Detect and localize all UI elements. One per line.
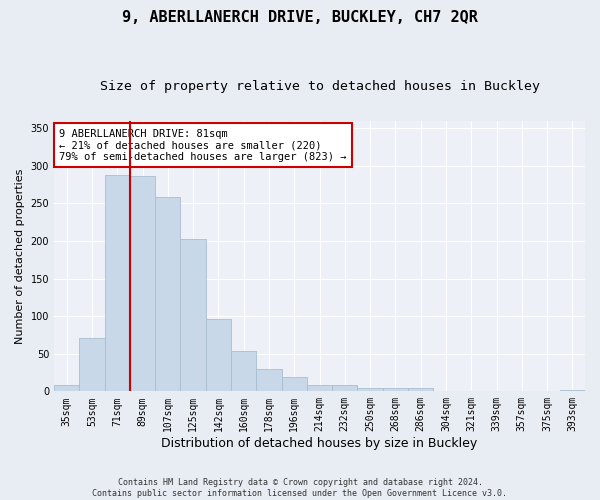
Bar — [307, 384, 332, 392]
Title: Size of property relative to detached houses in Buckley: Size of property relative to detached ho… — [100, 80, 539, 93]
Text: Contains HM Land Registry data © Crown copyright and database right 2024.
Contai: Contains HM Land Registry data © Crown c… — [92, 478, 508, 498]
Bar — [155, 196, 181, 392]
Bar — [130, 176, 155, 392]
Bar — [256, 369, 281, 392]
Y-axis label: Number of detached properties: Number of detached properties — [15, 168, 25, 344]
Bar — [358, 388, 383, 392]
Bar — [54, 384, 79, 392]
Bar — [206, 319, 231, 392]
Text: 9, ABERLLANERCH DRIVE, BUCKLEY, CH7 2QR: 9, ABERLLANERCH DRIVE, BUCKLEY, CH7 2QR — [122, 10, 478, 25]
Bar — [231, 352, 256, 392]
Bar — [104, 176, 130, 392]
Bar — [383, 388, 408, 392]
Bar — [181, 238, 206, 392]
X-axis label: Distribution of detached houses by size in Buckley: Distribution of detached houses by size … — [161, 437, 478, 450]
Bar — [408, 388, 433, 392]
Bar — [560, 390, 585, 392]
Bar — [79, 338, 104, 392]
Bar — [332, 384, 358, 392]
Bar — [281, 377, 307, 392]
Text: 9 ABERLLANERCH DRIVE: 81sqm
← 21% of detached houses are smaller (220)
79% of se: 9 ABERLLANERCH DRIVE: 81sqm ← 21% of det… — [59, 128, 347, 162]
